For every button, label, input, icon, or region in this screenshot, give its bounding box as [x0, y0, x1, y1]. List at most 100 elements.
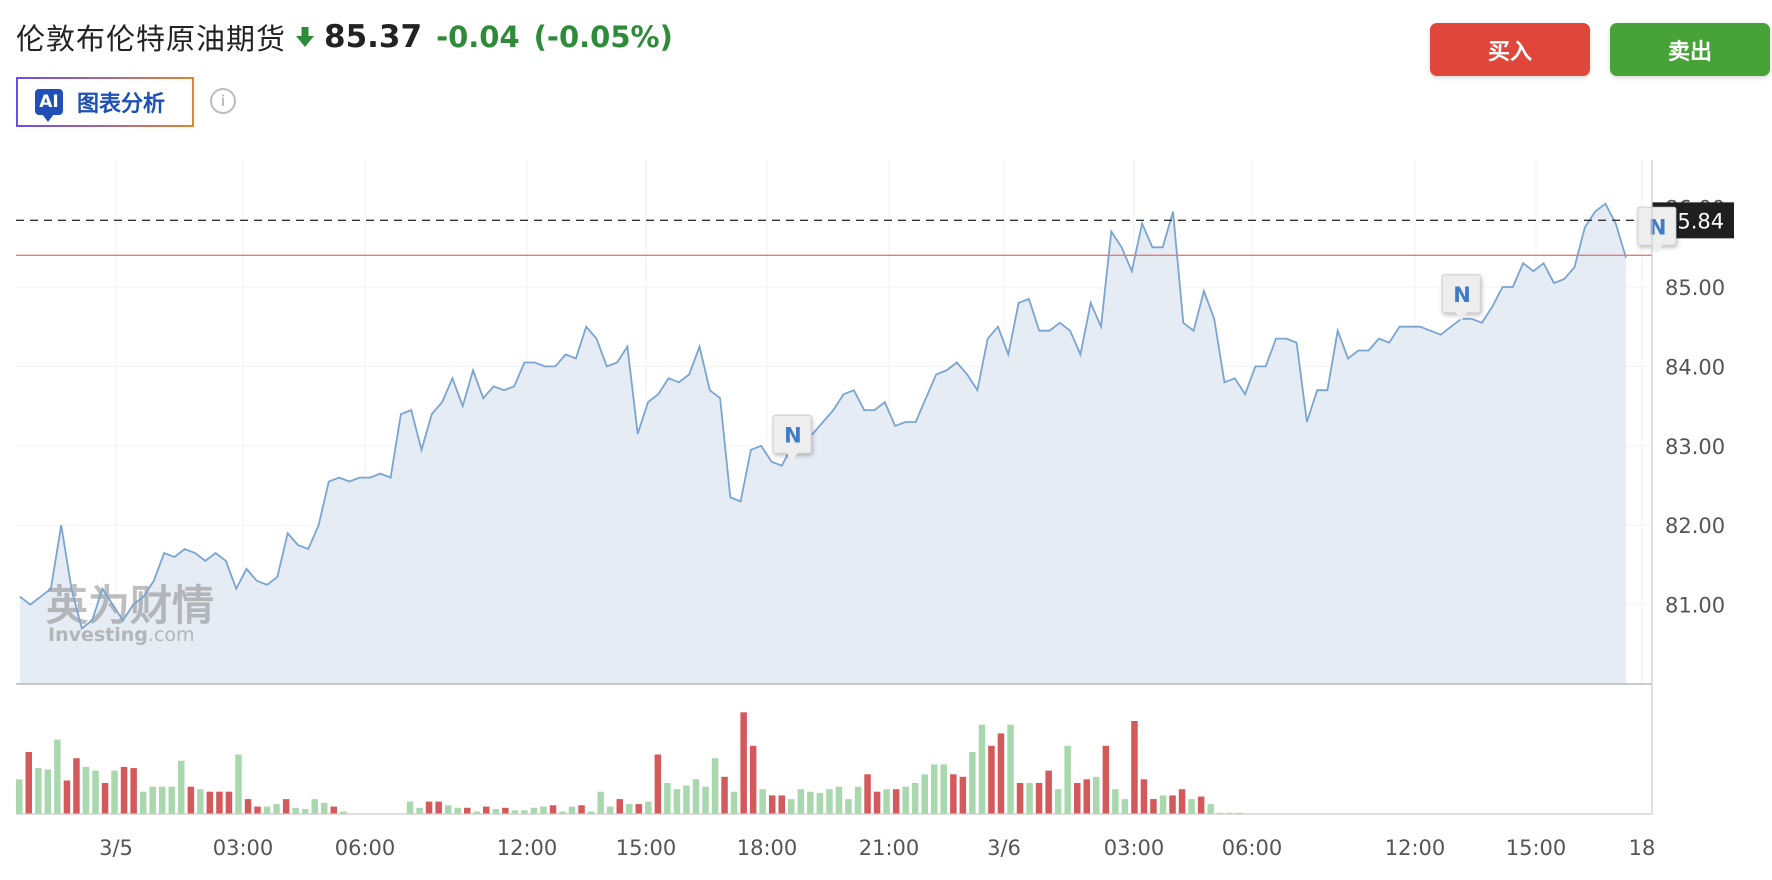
- price-area-fill: [20, 203, 1626, 684]
- volume-bar: [749, 745, 757, 814]
- x-tick-label: 18: [1629, 836, 1656, 860]
- volume-bar: [1140, 779, 1148, 814]
- volume-bar: [340, 811, 347, 814]
- y-tick-label: 83.00: [1665, 435, 1725, 459]
- volume-bar: [1064, 745, 1071, 814]
- investing-watermark: 英为财情 Investing.com: [46, 581, 214, 646]
- ai-chat-icon: AI: [35, 89, 63, 122]
- news-flag-pointer: [786, 452, 799, 462]
- volume-bar: [711, 758, 719, 814]
- volume-bar: [1112, 789, 1119, 814]
- volume-bar: [464, 807, 471, 814]
- ai-chart-analysis-button[interactable]: AI 图表分析: [16, 77, 194, 127]
- volume-bar: [1054, 789, 1062, 814]
- volume-bar: [568, 806, 576, 814]
- volume-bar: [587, 811, 595, 814]
- volume-bar: [1188, 799, 1195, 814]
- volume-bar: [626, 804, 633, 814]
- volume-bar: [1197, 796, 1205, 814]
- x-tick-label: 06:00: [335, 836, 396, 860]
- buy-button[interactable]: 买入: [1430, 23, 1590, 76]
- volume-bar: [111, 770, 118, 814]
- volume-bar: [1035, 783, 1043, 814]
- volume-bar: [168, 786, 175, 814]
- volume-bar: [950, 774, 957, 814]
- volume-bar: [807, 791, 814, 814]
- news-flag[interactable]: N: [1441, 274, 1481, 321]
- info-icon[interactable]: i: [210, 88, 236, 114]
- volume-bar: [130, 768, 137, 814]
- price-change-percent: (-0.05%): [533, 20, 673, 54]
- volume-bar: [921, 774, 928, 814]
- y-tick-label: 84.00: [1665, 355, 1725, 379]
- volume-bar: [616, 799, 623, 814]
- volume-bar: [826, 789, 833, 814]
- volume-bar: [1016, 783, 1024, 814]
- volume-bar: [540, 806, 547, 814]
- volume-bar: [502, 807, 509, 814]
- volume-bar: [454, 807, 461, 814]
- volume-bar: [645, 801, 652, 814]
- volume-bar: [1074, 783, 1081, 814]
- volume-bar: [721, 776, 728, 814]
- volume-bar: [82, 766, 90, 814]
- watermark-main: 英为财情: [46, 581, 214, 630]
- x-tick-label: 15:00: [616, 836, 677, 860]
- x-tick-label: 03:00: [1104, 836, 1165, 860]
- news-flag-label: N: [784, 423, 802, 447]
- volume-bar: [1083, 779, 1090, 814]
- news-flag-pointer: [1650, 244, 1663, 254]
- volume-bar: [1102, 745, 1110, 814]
- volume-bar: [321, 802, 328, 814]
- instrument-header: 伦敦布伦特原油期货 85.37 -0.04 (-0.05%): [16, 16, 673, 58]
- volume-bar: [673, 789, 681, 814]
- volume-bar: [149, 786, 156, 814]
- volume-bar: [244, 799, 252, 814]
- volume-bar: [197, 789, 204, 814]
- volume-bar: [511, 810, 519, 814]
- news-flag-label: N: [1649, 215, 1667, 239]
- news-flag[interactable]: N: [772, 414, 812, 462]
- volume-bar: [778, 795, 785, 814]
- y-tick-label: 82.00: [1665, 514, 1725, 538]
- news-flag[interactable]: N: [1637, 206, 1677, 254]
- volume-bar: [311, 799, 318, 814]
- sell-button[interactable]: 卖出: [1610, 23, 1770, 76]
- volume-bar: [873, 791, 881, 814]
- volume-bar: [969, 752, 976, 814]
- volume-bar: [654, 754, 662, 814]
- volume-bar: [692, 779, 700, 814]
- watermark-sub-suffix: .com: [148, 624, 195, 646]
- watermark-sub: Investing.com: [48, 624, 195, 646]
- volume-bar: [1159, 795, 1167, 814]
- volume-bar: [683, 785, 690, 814]
- volume-bar: [416, 807, 423, 814]
- volume-bar: [120, 766, 128, 814]
- volume-bar: [892, 789, 900, 814]
- volume-bar: [1026, 783, 1033, 814]
- volume-bars: [16, 712, 1243, 814]
- news-flag-label: N: [1453, 283, 1471, 307]
- volume-bar: [769, 795, 776, 814]
- volume-bar: [1045, 770, 1052, 814]
- volume-bar: [1007, 724, 1014, 814]
- volume-bar: [16, 779, 23, 814]
- watermark-sub-main: Investing: [48, 624, 148, 646]
- volume-bar: [159, 786, 166, 814]
- volume-bar: [797, 789, 805, 814]
- volume-bar: [1169, 795, 1176, 814]
- volume-bar: [301, 809, 309, 814]
- x-tick-label: 12:00: [497, 836, 558, 860]
- volume-bar: [444, 805, 452, 814]
- volume-bar: [1131, 721, 1138, 814]
- volume-bar: [854, 786, 862, 814]
- volume-bar: [63, 780, 71, 814]
- volume-bar: [988, 745, 995, 814]
- volume-bar: [492, 809, 500, 814]
- volume-bar: [139, 791, 147, 814]
- news-flags[interactable]: N N N: [772, 206, 1677, 462]
- x-tick-label: 06:00: [1222, 836, 1283, 860]
- volume-bar: [664, 783, 671, 814]
